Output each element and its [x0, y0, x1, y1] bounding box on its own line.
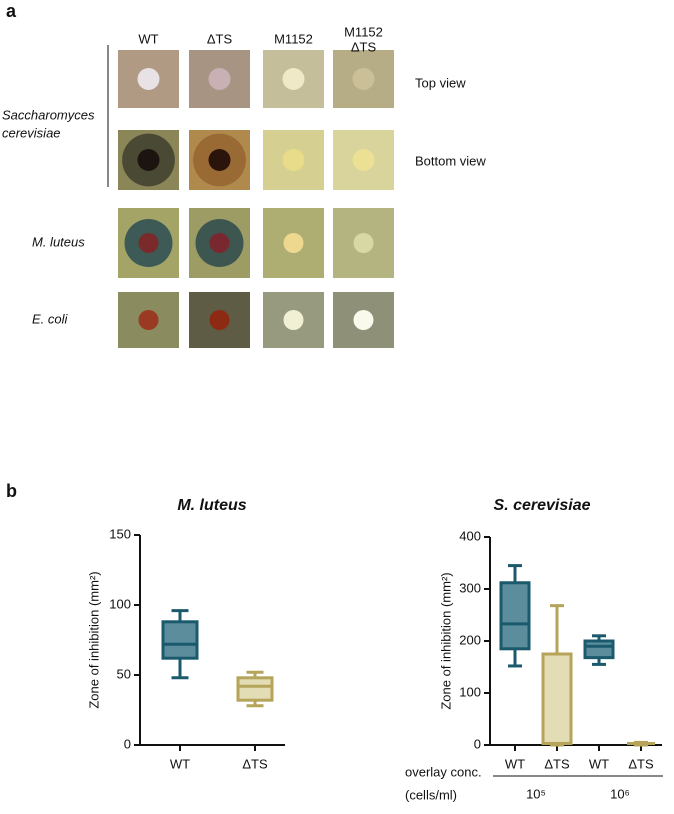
y-tick-label: 200 — [459, 632, 481, 647]
colony — [283, 310, 304, 330]
box — [499, 581, 531, 651]
chart-title: S. cerevisiae — [494, 497, 591, 514]
colony — [352, 68, 375, 90]
y-tick-label: 400 — [459, 528, 481, 543]
colony — [209, 310, 230, 330]
column-header: M1152 — [344, 24, 383, 39]
box — [583, 639, 615, 660]
colony — [353, 233, 374, 253]
column-header: M1152 — [274, 31, 313, 46]
chart-title: M. luteus — [177, 497, 246, 514]
panel-label: a — [6, 1, 17, 21]
y-tick-label: 100 — [109, 596, 131, 611]
y-tick-label: 100 — [459, 684, 481, 699]
row-label: Saccharomyces — [2, 107, 95, 122]
row-label: M. luteus — [32, 234, 85, 249]
colony — [208, 68, 231, 90]
colony — [352, 149, 375, 171]
panel-label: b — [6, 481, 17, 501]
group-label: 10⁵ — [526, 786, 546, 801]
y-tick-label: 0 — [124, 736, 131, 751]
x-tick-label: WT — [589, 756, 609, 771]
row-label: E. coli — [32, 311, 69, 326]
colony — [209, 233, 230, 253]
column-header: WT — [138, 31, 158, 46]
box — [161, 620, 199, 660]
colony — [137, 68, 160, 90]
y-tick-label: 150 — [109, 526, 131, 541]
colony — [282, 149, 305, 171]
box — [236, 676, 274, 702]
x-tick-label: ΔTS — [544, 756, 570, 771]
colony — [283, 233, 304, 253]
column-header: ΔTS — [351, 39, 377, 54]
x-tick-label: WT — [505, 756, 525, 771]
x-axis-label: overlay conc. — [405, 764, 482, 779]
box — [541, 652, 573, 745]
colony — [138, 310, 159, 330]
y-tick-label: 50 — [117, 666, 131, 681]
colony — [282, 68, 305, 90]
colony — [137, 149, 160, 171]
x-tick-label: ΔTS — [628, 756, 654, 771]
y-axis-label: Zone of inhibition (mm²) — [438, 572, 453, 709]
x-axis-label: (cells/ml) — [405, 787, 457, 802]
x-tick-label: ΔTS — [242, 756, 268, 771]
colony — [208, 149, 231, 171]
colony — [138, 233, 159, 253]
column-header: ΔTS — [207, 31, 233, 46]
row-label: Bottom view — [415, 153, 486, 168]
row-label: cerevisiae — [2, 125, 61, 140]
x-tick-label: WT — [170, 756, 190, 771]
y-tick-label: 0 — [474, 736, 481, 751]
y-axis-label: Zone of inhibition (mm²) — [86, 571, 101, 708]
row-label: Top view — [415, 75, 466, 90]
group-label: 10⁶ — [610, 786, 630, 801]
colony — [353, 310, 374, 330]
y-tick-label: 300 — [459, 580, 481, 595]
